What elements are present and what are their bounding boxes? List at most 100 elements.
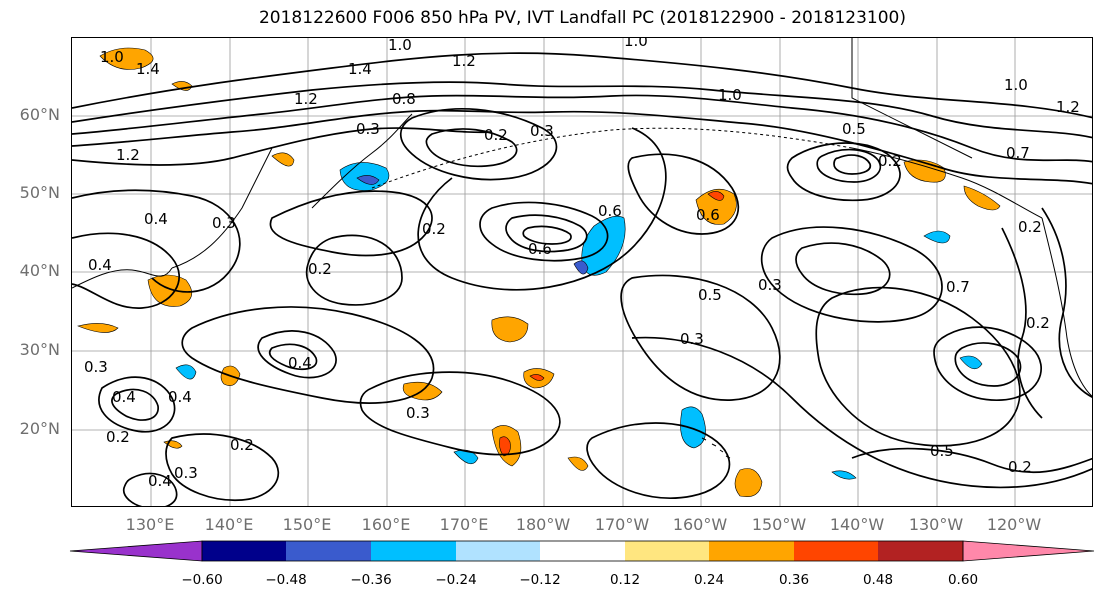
positive-pv-anomaly xyxy=(271,152,295,167)
positive-pv-anomaly xyxy=(567,456,589,471)
positive-pv-anomaly xyxy=(99,47,154,70)
contour-label: 1.0 xyxy=(388,38,412,54)
lon-label: 160°E xyxy=(361,515,411,534)
negative-pv-anomaly xyxy=(959,355,983,370)
contour-line xyxy=(257,330,337,379)
contour-label: 1.2 xyxy=(1056,98,1080,116)
colorbar-outline xyxy=(201,540,964,562)
contour-line xyxy=(1001,227,1043,419)
contour-label: 1.4 xyxy=(348,60,372,78)
canada-border xyxy=(851,38,973,159)
lat-label: 40°N xyxy=(19,261,60,280)
positive-pv-anomaly xyxy=(491,316,529,343)
contour-label: 0.3 xyxy=(356,120,380,138)
contour-label: 0.6 xyxy=(598,202,622,220)
contour-label: 0.2 xyxy=(1018,218,1042,236)
lon-label: 140°E xyxy=(204,515,254,534)
lat-label: 50°N xyxy=(19,183,60,202)
lon-label: 130°W xyxy=(908,515,964,534)
contour-label: 1.4 xyxy=(136,60,160,78)
positive-pv-anomaly xyxy=(734,468,763,497)
contour-label: 0.6 xyxy=(528,240,552,258)
contour-line xyxy=(795,242,891,296)
negative-pv-anomaly xyxy=(680,406,706,449)
contour-line xyxy=(181,306,435,404)
contour-label: 0.6 xyxy=(696,206,720,224)
contour-line xyxy=(359,371,561,456)
contour-label: 0.2 xyxy=(308,260,332,278)
colorbar xyxy=(69,540,1095,562)
negative-pv-anomaly xyxy=(923,230,951,244)
contour-line xyxy=(72,232,180,309)
contour-label: 1.0 xyxy=(718,86,742,104)
contour-line xyxy=(627,153,740,235)
colorbar-segment xyxy=(202,541,286,561)
contour-line xyxy=(72,94,1092,163)
lon-label: 120°W xyxy=(986,515,1042,534)
map-title: 2018122600 F006 850 hPa PV, IVT Landfall… xyxy=(258,8,906,28)
positive-pv-anomaly xyxy=(77,323,119,333)
colorbar-tick: −0.48 xyxy=(265,572,307,588)
contour-line xyxy=(479,201,609,262)
lat-label: 20°N xyxy=(19,419,60,438)
positive-pv-anomaly xyxy=(529,374,545,381)
contour-label: 0.2 xyxy=(230,436,254,454)
colorbar-tick: 0.12 xyxy=(609,572,641,588)
contour-label: 0.8 xyxy=(392,90,416,108)
pv-contours xyxy=(72,52,1092,506)
contour-label: 1.2 xyxy=(294,90,318,108)
hawaii-islands xyxy=(701,437,731,459)
map-canvas: 1.0 1.4 1.0 1.2 1.0 1.4 1.2 1.2 0.8 0.3 … xyxy=(72,38,1092,506)
contour-label: 0.5 xyxy=(842,120,866,138)
aleutian-chain xyxy=(371,127,853,189)
map-panel: 1.0 1.4 1.0 1.2 1.0 1.4 1.2 1.2 0.8 0.3 … xyxy=(71,37,1093,507)
colorbar-tick: 0.60 xyxy=(947,572,979,588)
colorbar-segment xyxy=(878,541,963,561)
contour-line xyxy=(586,422,731,499)
contour-line xyxy=(620,274,781,401)
contour-line xyxy=(1041,207,1092,398)
contour-line xyxy=(933,326,1042,401)
contour-line xyxy=(815,286,1021,447)
colorbar-segment xyxy=(625,541,709,561)
contour-line xyxy=(417,127,667,291)
negative-pv-anomaly xyxy=(573,260,589,275)
contour-line xyxy=(816,148,882,183)
contour-line xyxy=(833,154,872,175)
contour-line xyxy=(760,226,943,323)
contour-line xyxy=(399,108,558,181)
negative-pv-anomaly xyxy=(175,364,197,380)
colorbar-tick: −0.24 xyxy=(435,572,477,588)
colorbar-tick: −0.60 xyxy=(181,572,223,588)
contour-label: 0.2 xyxy=(422,220,446,238)
contour-label: 0.7 xyxy=(946,278,970,296)
pv-shading xyxy=(77,47,1001,497)
contour-line xyxy=(98,376,176,433)
contour-line xyxy=(72,81,1092,139)
colorbar-segment xyxy=(286,541,371,561)
contour-line xyxy=(72,109,1092,185)
colorbar-extend-high xyxy=(962,540,1095,562)
colorbar-tick: 0.36 xyxy=(778,572,810,588)
contour-label: 0.2 xyxy=(106,428,130,446)
contour-line xyxy=(851,447,1092,474)
colorbar-segment xyxy=(456,541,540,561)
lon-label: 140°W xyxy=(829,515,885,534)
colorbar-tick: −0.12 xyxy=(519,572,561,588)
positive-pv-anomaly xyxy=(707,191,725,201)
contour-line xyxy=(122,472,178,506)
contour-label: 1.2 xyxy=(116,146,140,164)
lon-label: 150°W xyxy=(751,515,807,534)
contour-line xyxy=(111,388,159,421)
colorbar-segment xyxy=(371,541,456,561)
contour-line xyxy=(165,433,280,502)
contour-label: 0.5 xyxy=(930,442,954,460)
contour-label: 0.4 xyxy=(144,210,168,228)
lon-label: 150°E xyxy=(282,515,332,534)
contour-label: 0.3 xyxy=(406,404,430,422)
japan-coastline xyxy=(171,147,273,269)
contour-line xyxy=(269,190,433,257)
negative-pv-anomaly xyxy=(356,175,380,185)
contour-line xyxy=(268,343,318,371)
contour-label: 0.4 xyxy=(288,354,312,372)
